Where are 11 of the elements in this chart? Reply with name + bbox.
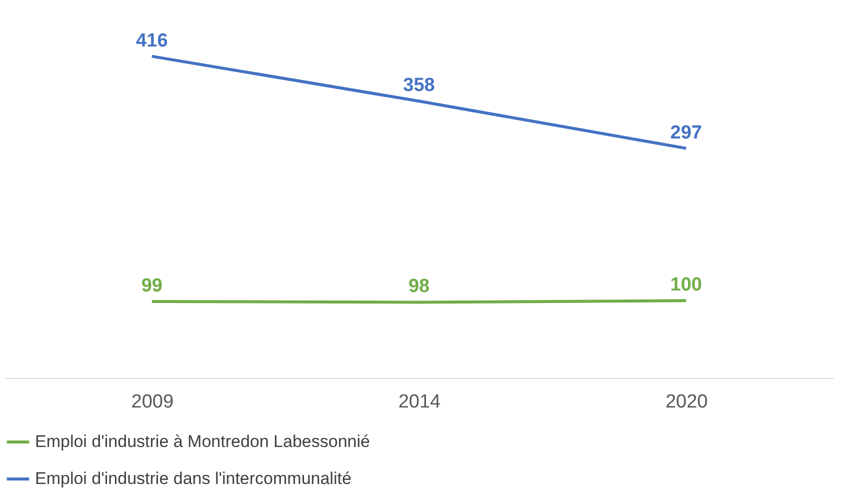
data-label: 358 [403, 75, 435, 96]
data-label: 416 [136, 30, 168, 52]
data-label: 100 [670, 274, 702, 296]
legend-label: Emploi d'industrie dans l'intercommunalité [35, 469, 352, 488]
x-tick-label: 2009 [131, 392, 174, 412]
data-label: 297 [670, 122, 702, 144]
legend-label: Emploi d'industrie à Montredon Labessonnié [35, 432, 370, 451]
data-label: 98 [408, 276, 430, 298]
x-tick-label: 2020 [665, 392, 708, 412]
data-label: 99 [141, 275, 162, 296]
x-tick-label: 2014 [398, 392, 442, 412]
